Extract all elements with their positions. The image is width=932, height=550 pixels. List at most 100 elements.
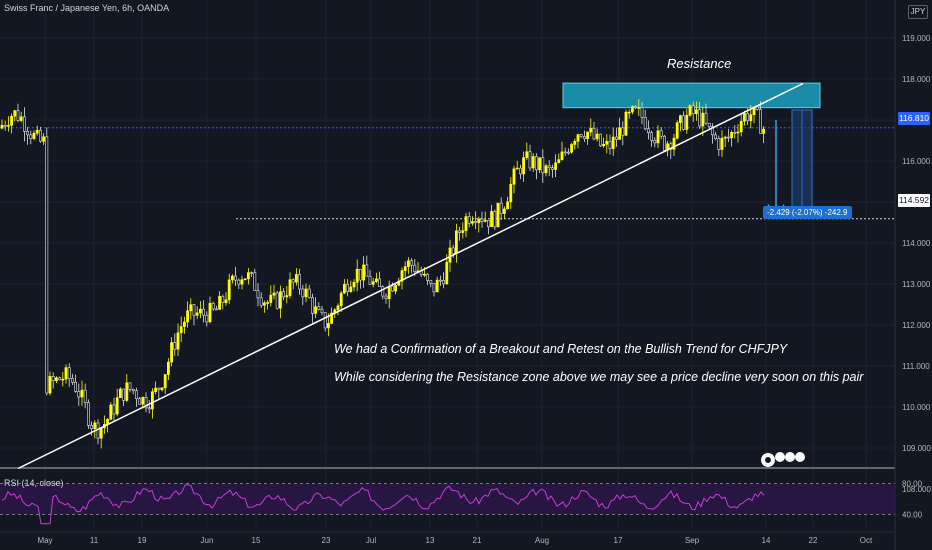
x-tick-label: Jun: [201, 536, 214, 545]
candle: [131, 389, 135, 392]
x-tick-label: 23: [322, 536, 331, 545]
candle: [662, 135, 666, 151]
candle: [611, 136, 615, 149]
candle: [528, 151, 532, 169]
candle: [231, 275, 234, 281]
currency-badge[interactable]: JPY: [908, 5, 928, 19]
candle: [394, 284, 398, 292]
candle: [234, 275, 238, 281]
candle: [678, 115, 682, 124]
candle: [154, 387, 158, 392]
rsi-line: [1, 484, 765, 525]
tradingview-logo-icon: [761, 452, 805, 467]
candle: [682, 115, 686, 130]
candle: [259, 297, 263, 306]
candle: [96, 422, 100, 439]
candle: [467, 216, 471, 224]
candle: [320, 309, 324, 314]
candle: [262, 302, 266, 306]
candle: [589, 128, 593, 133]
candle: [163, 374, 167, 389]
candle: [570, 144, 574, 153]
candle: [435, 279, 439, 293]
candle: [365, 264, 369, 277]
x-tick-label: 19: [138, 536, 147, 545]
candle: [675, 122, 679, 139]
x-tick-label: 15: [252, 536, 261, 545]
candle: [554, 162, 558, 170]
candle: [541, 157, 545, 174]
x-tick-label: 21: [473, 536, 482, 545]
candle: [566, 151, 570, 154]
candle: [410, 260, 414, 266]
candle: [400, 270, 404, 282]
analysis-note-1: We had a Confirmation of a Breakout and …: [334, 342, 788, 356]
candle: [179, 326, 183, 334]
candle: [445, 261, 449, 285]
candle: [429, 280, 433, 284]
candle: [266, 302, 270, 304]
candle: [99, 427, 103, 439]
candle: [371, 281, 375, 285]
candle: [147, 407, 151, 410]
rsi-label: RSI (14, close): [4, 478, 64, 488]
candle: [490, 211, 494, 228]
candle: [634, 106, 638, 109]
candle: [685, 114, 689, 130]
candle: [726, 136, 730, 139]
candle: [602, 144, 606, 147]
candle: [208, 303, 212, 323]
candle: [509, 183, 513, 203]
candle: [22, 116, 26, 132]
candle: [256, 290, 260, 299]
candle: [550, 167, 554, 170]
candle: [67, 367, 71, 379]
candle: [278, 291, 282, 309]
candle: [621, 127, 625, 136]
candle: [250, 272, 254, 274]
candle: [170, 342, 174, 363]
candle: [650, 132, 654, 141]
y-tick-label: 109.000: [902, 444, 931, 453]
candle: [0, 124, 4, 129]
candle: [38, 129, 42, 142]
candle: [358, 268, 362, 281]
candle: [384, 295, 388, 299]
candle: [474, 221, 478, 224]
candle: [87, 402, 90, 426]
candle: [275, 292, 279, 309]
candle: [160, 387, 164, 390]
candle: [298, 274, 302, 290]
candle: [448, 247, 452, 263]
candle: [122, 388, 126, 401]
candle: [739, 120, 743, 133]
candle: [269, 294, 273, 303]
candle: [762, 128, 766, 134]
candle: [576, 134, 580, 142]
candle: [486, 219, 490, 228]
candle: [272, 292, 276, 296]
candle: [717, 138, 721, 150]
candle: [742, 113, 746, 122]
resistance-label: Resistance: [667, 56, 732, 71]
candle: [125, 382, 129, 401]
x-tick-label: Sep: [685, 536, 700, 545]
candle: [544, 165, 548, 174]
x-tick-label: 22: [809, 536, 818, 545]
candle: [560, 151, 564, 160]
candle: [598, 133, 602, 147]
candle: [390, 285, 394, 292]
candle: [352, 282, 356, 288]
y-tick-label: 113.000: [902, 280, 931, 289]
candle: [291, 279, 295, 283]
candle: [710, 126, 714, 136]
candle: [218, 296, 222, 310]
candle: [749, 114, 753, 122]
candle: [733, 132, 737, 134]
candle: [176, 332, 180, 350]
candle: [138, 398, 142, 405]
candle: [534, 156, 538, 171]
candle: [586, 131, 590, 139]
candle: [64, 367, 68, 380]
